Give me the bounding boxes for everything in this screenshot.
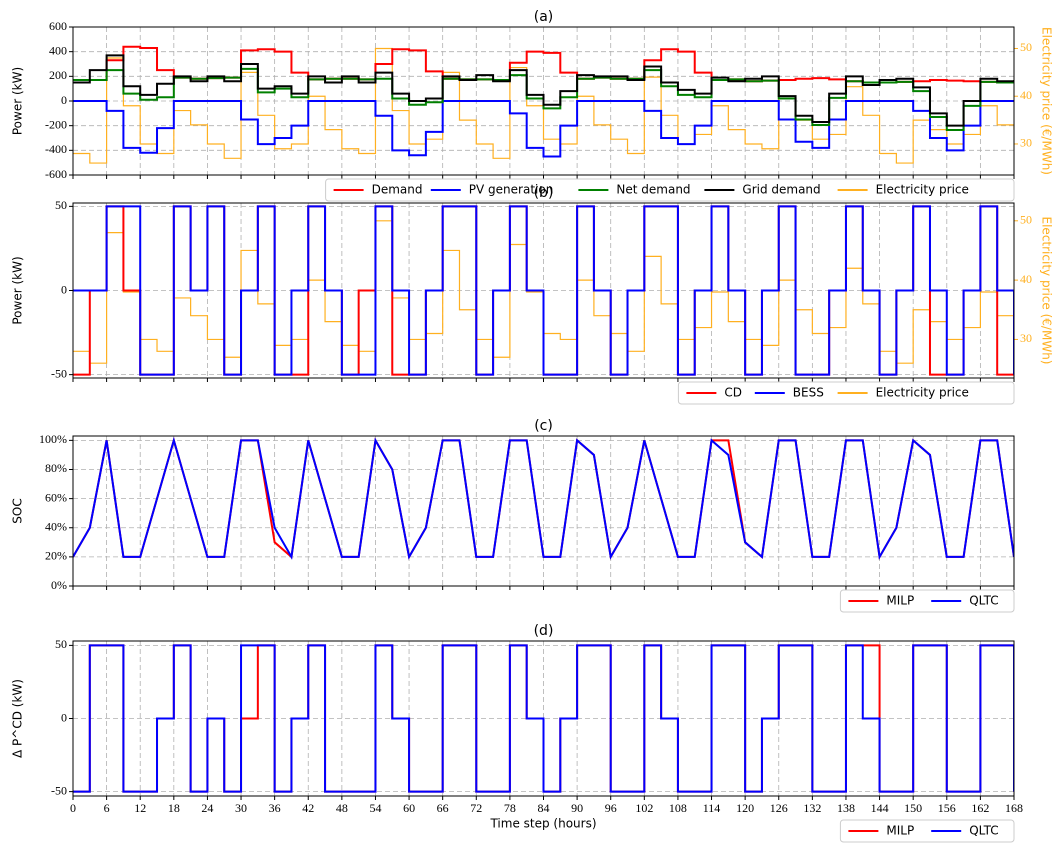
legend-label: QLTC <box>969 824 998 838</box>
y-tick-label: -600 <box>45 167 67 181</box>
plot <box>73 45 1014 164</box>
x-tick-label: 42 <box>302 801 314 815</box>
legend-label: PV generation <box>469 183 554 197</box>
y-tick-label: -400 <box>45 142 67 156</box>
legend-label: BESS <box>793 386 824 400</box>
legend-box <box>839 589 1015 613</box>
x-tick-label: 48 <box>336 801 348 815</box>
x-tick-label: 90 <box>571 801 583 815</box>
legend-label: QLTC <box>969 594 998 608</box>
x-tick-label: 72 <box>470 801 482 815</box>
plot-frame <box>72 435 1015 587</box>
series-line <box>73 67 1014 131</box>
x-tick-label: 108 <box>669 801 687 815</box>
x-tick-label: 144 <box>871 801 889 815</box>
panel-title: (b) <box>534 185 554 201</box>
y-tick-label: 0 <box>61 93 67 107</box>
y-tick-label: 60% <box>45 490 67 504</box>
y2-tick-label: 50 <box>1020 40 1032 54</box>
y2-axis-label: Electricity price (€/MWh) <box>1040 217 1054 365</box>
y-tick-label: -50 <box>51 783 67 797</box>
plot <box>73 436 1014 560</box>
y-axis-label: Δ P^CD (kW) <box>11 679 25 758</box>
legend-box <box>325 178 1015 202</box>
x-tick-label: 18 <box>168 801 180 815</box>
x-tick-label: 66 <box>437 801 449 815</box>
y-axis-label: Power (kW) <box>11 67 25 135</box>
panel-title: (a) <box>534 9 554 25</box>
y-tick-label: 40% <box>45 519 67 533</box>
x-tick-label: 138 <box>837 801 855 815</box>
x-tick-label: 168 <box>1005 801 1023 815</box>
y2-tick-label: 50 <box>1020 213 1032 227</box>
y2-tick-label: 40 <box>1020 272 1032 286</box>
x-tick-label: 96 <box>605 801 617 815</box>
series-line <box>73 47 1014 164</box>
y2-tick-label: 40 <box>1020 88 1032 102</box>
x-tick-label: 162 <box>971 801 989 815</box>
y-axis-label: Power (kW) <box>11 256 25 324</box>
y-tick-label: 0 <box>61 282 67 296</box>
y-tick-label: -200 <box>45 117 67 131</box>
x-tick-label: 60 <box>403 801 415 815</box>
legend-label: Demand <box>372 183 423 197</box>
panel-title: (d) <box>534 623 554 639</box>
y-tick-label: 600 <box>49 19 67 33</box>
y-tick-label: 80% <box>45 461 67 475</box>
legend-label: Electricity price <box>876 183 969 197</box>
x-tick-label: 132 <box>803 801 821 815</box>
legend-label: MILP <box>886 824 914 838</box>
y-tick-label: 0% <box>51 578 67 592</box>
x-tick-label: 120 <box>736 801 754 815</box>
y-tick-label: 20% <box>45 549 67 563</box>
plot-frame <box>72 202 1015 379</box>
x-tick-label: 54 <box>369 801 381 815</box>
legend-label: CD <box>724 386 742 400</box>
y-tick-label: 50 <box>55 637 67 651</box>
y2-axis-label: Electricity price (€/MWh) <box>1040 27 1054 175</box>
x-tick-label: 24 <box>201 801 213 815</box>
series-line <box>73 644 1014 793</box>
x-tick-label: 12 <box>134 801 146 815</box>
x-tick-label: 126 <box>770 801 788 815</box>
y2-tick-label: 30 <box>1020 331 1032 345</box>
series-line <box>73 100 1014 158</box>
y-tick-label: 400 <box>49 43 67 57</box>
legend-label: Net demand <box>616 183 690 197</box>
x-tick-label: 156 <box>938 801 956 815</box>
series-line <box>73 436 1014 560</box>
panel-title: (c) <box>534 418 553 434</box>
plot-frame <box>72 26 1015 176</box>
y-axis-label: SOC <box>11 498 25 523</box>
series-line <box>73 436 1014 560</box>
plot <box>73 644 1014 793</box>
x-axis-label: Time step (hours) <box>489 817 596 831</box>
x-tick-label: 0 <box>70 801 76 815</box>
y-tick-label: 50 <box>55 198 67 212</box>
y2-tick-label: 30 <box>1020 136 1032 150</box>
series-line <box>73 54 1014 127</box>
legend-label: Electricity price <box>876 386 969 400</box>
plot <box>73 205 1014 376</box>
y-tick-label: 200 <box>49 68 67 82</box>
legend-box <box>839 819 1015 843</box>
legend-label: Grid demand <box>742 183 820 197</box>
y-tick-label: 100% <box>39 432 67 446</box>
y-tick-label: 0 <box>61 710 67 724</box>
x-tick-label: 6 <box>104 801 110 815</box>
x-tick-label: 78 <box>504 801 516 815</box>
plot-frame <box>72 640 1015 797</box>
x-tick-label: 30 <box>235 801 247 815</box>
x-tick-label: 102 <box>635 801 653 815</box>
x-tick-label: 114 <box>703 801 721 815</box>
x-tick-label: 36 <box>269 801 281 815</box>
y-tick-label: -50 <box>51 366 67 380</box>
x-tick-label: 84 <box>538 801 550 815</box>
series-line <box>73 205 1014 376</box>
legend-label: MILP <box>886 594 914 608</box>
x-tick-label: 150 <box>904 801 922 815</box>
